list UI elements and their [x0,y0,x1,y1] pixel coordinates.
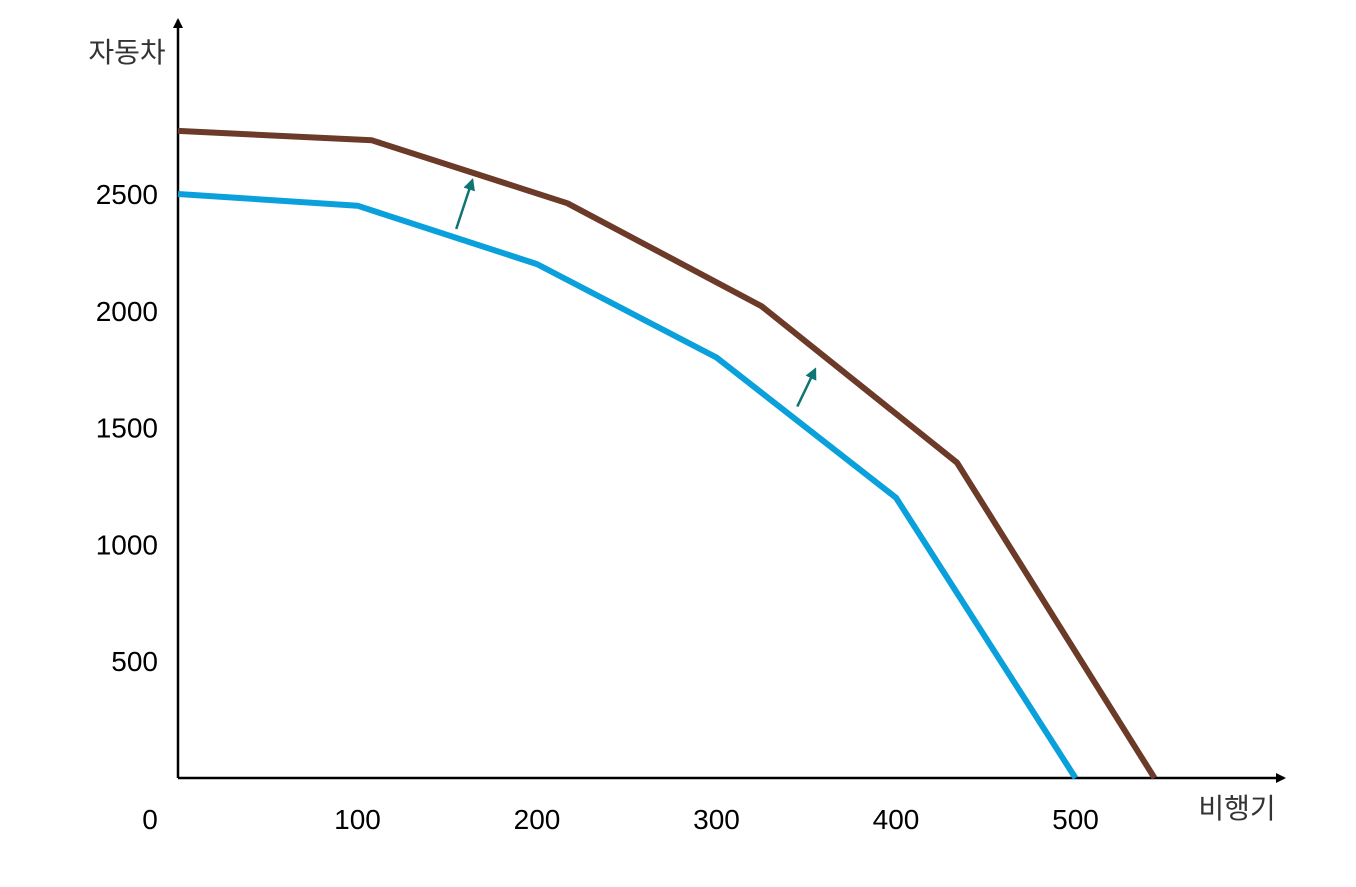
y-tick-label: 2500 [96,179,158,210]
shift-arrow-2 [796,367,817,408]
x-tick-label: 200 [514,804,561,835]
x-tick-label: 300 [693,804,740,835]
shift-arrow-1 [455,178,475,230]
series-lines [177,127,1158,780]
y-tick-label: 500 [111,646,158,677]
x-tick-label: 0 [142,804,158,835]
y-tick-label: 1000 [96,529,158,560]
x-tick-label: 500 [1052,804,1099,835]
y-tick-label: 1500 [96,413,158,444]
series-line-1 [177,191,1079,780]
axes: 자동차 비행기 [88,18,1286,825]
shift-arrows [455,178,817,408]
x-tick-label: 100 [334,804,381,835]
x-axis-label: 비행기 [1198,792,1275,825]
y-axis-label: 자동차 [88,36,165,69]
x-tick-label: 400 [873,804,920,835]
series-line-2 [177,127,1158,780]
y-tick-label: 2000 [96,296,158,327]
tick-labels: 0 100 200 300 400 500 500 1000 1500 2000 2500 [96,179,1099,835]
